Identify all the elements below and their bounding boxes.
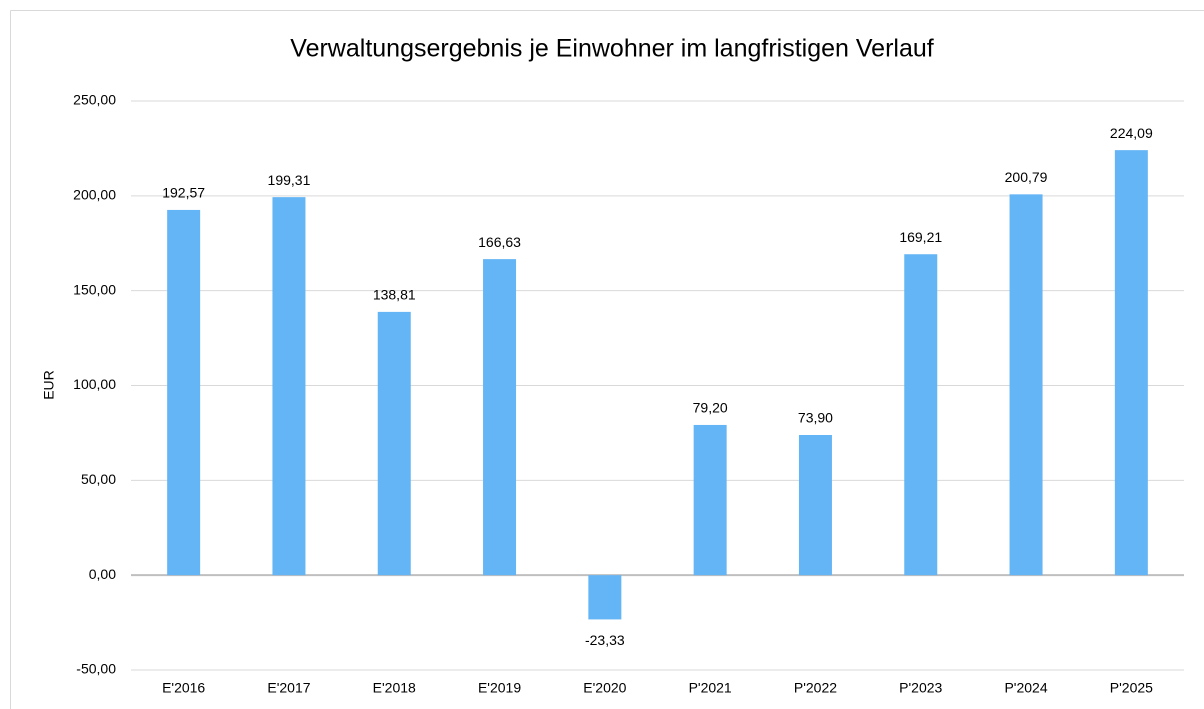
bar: [167, 209, 201, 576]
y-tick-label: 0,00: [89, 566, 116, 582]
data-label: 73,90: [798, 410, 833, 426]
y-tick-label: -50,00: [76, 661, 116, 677]
y-tick-label: 150,00: [73, 281, 116, 297]
bar: [483, 259, 517, 576]
y-tick-label: 250,00: [73, 92, 116, 108]
data-label: 169,21: [899, 229, 942, 245]
bar: [272, 197, 306, 576]
bar: [1114, 150, 1148, 576]
data-label: 200,79: [1005, 169, 1048, 185]
x-tick-label: E'2018: [373, 680, 416, 696]
data-label: 79,20: [693, 400, 728, 416]
x-tick-label: P'2022: [794, 680, 837, 696]
y-axis-label: EUR: [41, 370, 57, 400]
y-tick-label: 100,00: [73, 376, 116, 392]
data-label: 199,31: [268, 172, 311, 188]
chart-title: Verwaltungsergebnis je Einwohner im lang…: [290, 35, 933, 63]
x-tick-label: P'2023: [899, 680, 942, 696]
y-tick-label: 200,00: [73, 187, 116, 203]
data-label: 224,09: [1110, 125, 1153, 141]
x-tick-label: P'2024: [1004, 680, 1047, 696]
x-tick-label: E'2019: [478, 680, 521, 696]
x-tick-label: P'2025: [1110, 680, 1153, 696]
x-tick-label: E'2016: [162, 680, 205, 696]
data-label: 192,57: [162, 185, 205, 201]
bar: [798, 435, 832, 576]
bar: [693, 424, 727, 576]
bar: [904, 254, 938, 576]
data-label: 138,81: [373, 287, 416, 303]
bar: [588, 575, 622, 620]
bar: [377, 311, 411, 576]
y-tick-label: 50,00: [81, 471, 116, 487]
x-tick-label: E'2017: [267, 680, 310, 696]
data-label: 166,63: [478, 234, 521, 250]
bar: [1009, 194, 1043, 576]
data-label: -23,33: [585, 632, 625, 648]
x-tick-label: P'2021: [689, 680, 732, 696]
x-tick-label: E'2020: [583, 680, 626, 696]
